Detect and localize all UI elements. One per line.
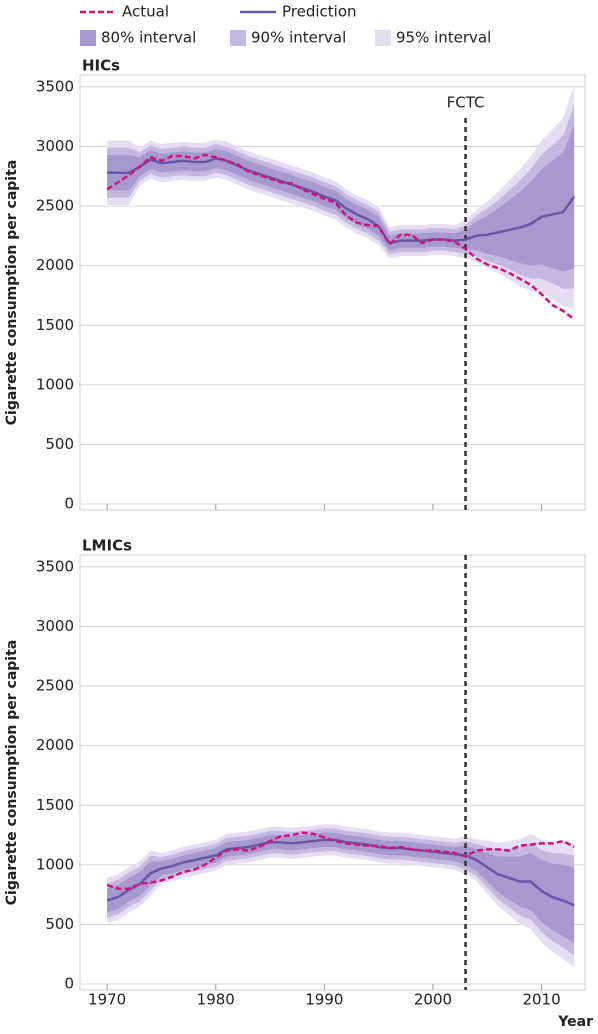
series-line xyxy=(106,153,575,321)
legend-swatch xyxy=(80,30,96,46)
interval-band xyxy=(107,832,575,944)
y-tick-label: 1000 xyxy=(36,855,74,873)
y-axis-label: Cigarette consumption per capita xyxy=(4,160,20,425)
x-tick-label: 1970 xyxy=(88,991,126,1009)
x-axis-label: Year xyxy=(557,1014,593,1030)
y-tick-label: 3000 xyxy=(36,617,74,635)
y-tick-label: 1500 xyxy=(36,796,74,814)
plot-frame xyxy=(79,554,586,991)
panel-title: LMICs xyxy=(82,537,132,555)
y-tick-label: 0 xyxy=(64,975,74,993)
legend-label: Actual xyxy=(122,3,169,21)
y-tick-label: 2000 xyxy=(36,736,74,754)
x-tick-label: 1980 xyxy=(197,991,235,1009)
legend-swatch xyxy=(230,30,246,46)
y-axis-label: Cigarette consumption per capita xyxy=(4,640,20,905)
plot-frame xyxy=(79,74,586,511)
legend-label: 90% interval xyxy=(251,29,346,47)
x-tick-label: 2000 xyxy=(414,991,452,1009)
y-tick-label: 500 xyxy=(45,915,74,933)
y-tick-label: 2500 xyxy=(36,677,74,695)
y-tick-label: 1500 xyxy=(36,316,74,334)
x-tick-label: 2010 xyxy=(522,991,560,1009)
y-tick-label: 3500 xyxy=(36,77,74,95)
legend-label: 80% interval xyxy=(101,29,196,47)
y-tick-label: 3000 xyxy=(36,137,74,155)
y-tick-label: 2500 xyxy=(36,197,74,215)
x-tick-label: 1990 xyxy=(305,991,343,1009)
interval-band xyxy=(107,125,575,272)
legend-label: Prediction xyxy=(282,3,357,21)
y-tick-label: 1000 xyxy=(36,375,74,393)
panel-title: HICs xyxy=(82,57,120,75)
y-tick-label: 500 xyxy=(45,435,74,453)
y-tick-label: 3500 xyxy=(36,557,74,575)
legend-label: 95% interval xyxy=(396,29,491,47)
series-line xyxy=(106,831,575,890)
series-line xyxy=(107,157,576,245)
reference-label: FCTC xyxy=(447,94,485,112)
legend-swatch xyxy=(375,30,391,46)
y-tick-label: 0 xyxy=(64,495,74,513)
y-tick-label: 2000 xyxy=(36,256,74,274)
